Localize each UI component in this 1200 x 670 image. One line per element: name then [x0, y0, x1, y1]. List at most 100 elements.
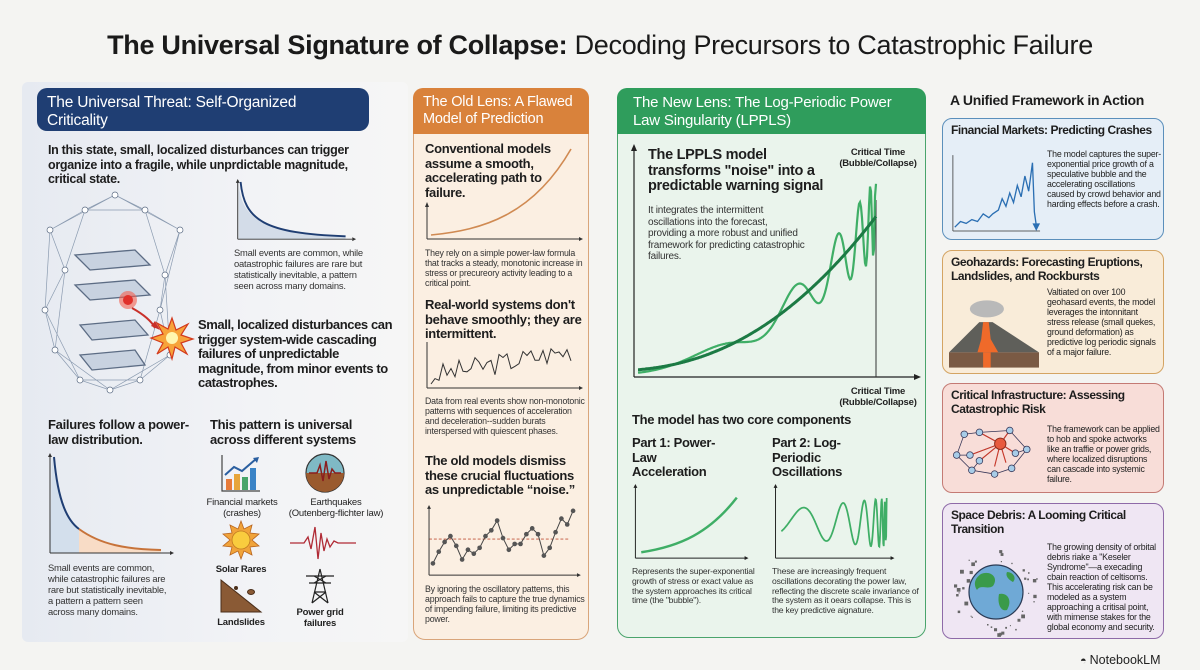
lattice-node: [106, 386, 114, 394]
lattice-node: [176, 226, 184, 234]
bar-chart-trend-icon: [221, 455, 260, 492]
powerlaw-distribution-chart: [48, 453, 174, 555]
notebooklm-brand: ◓ NotebookLM: [1080, 653, 1161, 667]
debris-fragment: [1000, 561, 1003, 563]
critical-time-label-bottom: Critical Time (Rubble/Collapse): [839, 386, 917, 408]
lattice-node: [111, 191, 119, 199]
noise-point: [494, 518, 500, 523]
landslide-icon: [220, 578, 263, 613]
old-models-caption: By ignoring the oscillatory pattems, thi…: [425, 584, 585, 624]
brand-name: NotebookLM: [1089, 653, 1161, 667]
debris-fragment: [968, 559, 970, 561]
old-lens-header: The Old Lens: A Flawed Model of Predicti…: [413, 88, 589, 134]
debris-fragment: [964, 601, 969, 606]
debris-fragment: [987, 624, 989, 626]
system-label-solar: Solar Rares: [215, 564, 267, 575]
noise-point: [465, 547, 471, 553]
debris-fragment: [960, 569, 964, 574]
card-space-debris: Space Debris: A Looming Critical Transit…: [942, 503, 1164, 639]
noise-point: [506, 547, 512, 553]
debris-fragment: [1005, 626, 1008, 629]
card-text: The model captures the super-exponential…: [1047, 149, 1161, 209]
debris-fragment: [1024, 577, 1027, 580]
debris-fragment: [1033, 594, 1037, 599]
lattice-node: [156, 306, 164, 314]
lattice-node: [141, 206, 149, 214]
lattice-node: [161, 271, 169, 279]
earth-debris-icon: [954, 550, 1038, 637]
part1-caption: Represents the super-exponential growth …: [632, 566, 755, 606]
noise-point: [518, 541, 523, 547]
lattice-edges: [44, 194, 181, 391]
real-world-text: Real-world systems don't behave smoothly…: [425, 297, 582, 341]
debris-fragment: [969, 570, 973, 575]
powerlaw-heading: Failures follow a power-law distribution…: [48, 417, 189, 447]
intro-text: In this state, small, localized disturba…: [48, 143, 349, 186]
real-world-caption: Data from real events show non-monotonic…: [425, 396, 585, 436]
debris-fragment: [1009, 625, 1011, 627]
noise-point: [453, 543, 459, 549]
debris-fragment: [958, 592, 960, 594]
sun-icon: [222, 519, 260, 561]
noise-point: [430, 561, 436, 566]
old-models-dismiss-text: The old models dismiss these crucial flu…: [425, 453, 575, 497]
conventional-caption: They rely on a simple power-law formula …: [425, 248, 583, 288]
noise-point: [559, 516, 564, 521]
new-lens-header: The New Lens: The Log-Periodic Power Law…: [617, 88, 926, 134]
lattice-node: [81, 206, 89, 214]
part2-caption: These are increasingly frequent oscillat…: [772, 566, 919, 616]
debris-fragment: [954, 584, 958, 588]
card-text: Valtiated on over 100 geohasard events, …: [1047, 287, 1156, 357]
noise-point: [535, 531, 541, 537]
noise-point: [459, 557, 465, 562]
noise-point: [483, 533, 488, 539]
noise-point: [436, 549, 442, 555]
part1-title: Part 1: Power-Law Acceleration: [632, 435, 716, 479]
noise-point: [500, 535, 506, 541]
part2-title: Part 2: Log-Periodic Oscillations: [772, 435, 843, 479]
system-label-landslides: Landslides: [217, 617, 265, 628]
debris-fragment: [1000, 553, 1004, 556]
card-title: Geohazards: Forecasting Eruptions, Lands…: [951, 255, 1143, 283]
debris-fragment: [970, 615, 972, 617]
notebooklm-logo-icon: ◓: [1080, 655, 1087, 667]
decay-curve-chart: [235, 179, 357, 242]
debris-fragment: [956, 594, 959, 597]
noise-point: [488, 527, 494, 533]
explosion-icon: [149, 316, 195, 362]
lattice-node: [61, 266, 69, 274]
seismograph-globe-icon: [305, 453, 345, 493]
noise-point: [524, 531, 529, 537]
debris-fragment: [971, 616, 973, 618]
debris-fragment: [997, 633, 1001, 637]
volcano-icon: [949, 300, 1039, 368]
debris-fragment: [1017, 618, 1021, 622]
noise-point: [448, 533, 453, 539]
card-geohazards: Geohazards: Forecasting Eruptions, Lands…: [942, 250, 1164, 374]
lattice-node: [51, 346, 59, 354]
lattice-node: [76, 376, 84, 384]
noise-point: [477, 545, 482, 551]
debris-fragment: [957, 610, 961, 614]
cascade-text: Small, localized disturbances can trigge…: [198, 317, 393, 390]
card-text: The framework can be applied to hob and …: [1047, 424, 1160, 484]
debris-fragment: [1027, 578, 1029, 581]
card-title: Space Debris: A Looming Critical Transit…: [951, 508, 1126, 536]
old-lens-panel: [413, 88, 589, 640]
debris-fragment: [994, 628, 998, 632]
network-lattice-illustration: [41, 191, 184, 394]
card-critical-infrastructure: Critical Infrastructure: Assessing Catas…: [942, 383, 1164, 493]
system-label-earthquakes: Earthquakes (Outenberg-flichter law): [288, 497, 384, 519]
debris-fragment: [966, 579, 971, 583]
debris-fragment: [1022, 569, 1025, 572]
page-title: The Universal Signature of Collapse: Dec…: [0, 30, 1200, 61]
title-bold: The Universal Signature of Collapse:: [107, 30, 568, 60]
debris-fragment: [962, 587, 965, 590]
power-law-acceleration-chart: [633, 484, 749, 561]
lppls-heading: The LPPLS model transforms "noise" into …: [648, 147, 824, 194]
noise-point: [512, 541, 518, 547]
debris-fragment: [1028, 572, 1030, 574]
waveform-icon: [290, 526, 356, 560]
decay-chart-caption: Small events are common, while oatastrop…: [234, 247, 363, 291]
debris-fragment: [1032, 579, 1037, 583]
